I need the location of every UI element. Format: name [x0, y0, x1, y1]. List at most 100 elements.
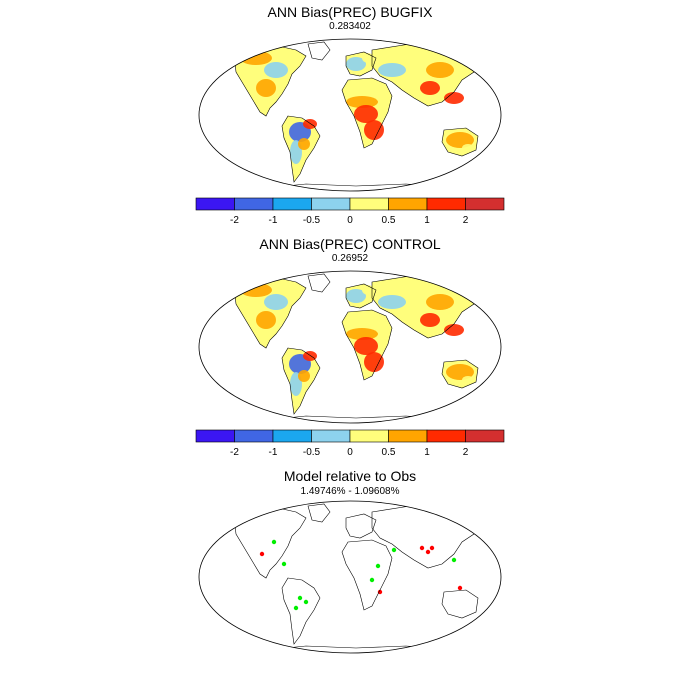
bias-region — [364, 120, 384, 140]
significance-dot — [419, 545, 425, 551]
bias-region — [282, 284, 298, 296]
significance-dot — [247, 509, 253, 515]
colorbar-segment — [195, 197, 235, 211]
colorbar-tick-label: 0.5 — [382, 215, 396, 226]
colorbar-segment — [388, 429, 428, 443]
bias-region — [462, 376, 474, 384]
colorbar-tick-label: -0.5 — [303, 215, 321, 226]
map-border — [198, 500, 502, 654]
bias-region — [303, 119, 317, 129]
coastline-europe — [345, 51, 377, 77]
bias-region — [446, 132, 474, 148]
significance-dot — [281, 561, 287, 567]
coastline-europe — [345, 283, 377, 309]
coastline-greenland — [307, 503, 331, 523]
colorbar-tick-label: 2 — [463, 447, 469, 458]
bias-region — [354, 337, 378, 355]
colorbar-segment — [426, 197, 466, 211]
coastline-south-america — [281, 577, 321, 645]
coastline-europe — [345, 513, 377, 539]
coastline-south-america — [281, 115, 321, 183]
colorbar-segment — [388, 197, 428, 211]
panel-subtitle: 1.49746% - 1.09608% — [300, 486, 400, 497]
bias-region — [426, 62, 454, 78]
coastline-australia — [441, 127, 479, 157]
coastline-africa — [341, 77, 393, 149]
bias-region — [382, 50, 450, 66]
coastline-australia — [441, 589, 479, 619]
colorbar-segment — [311, 429, 351, 443]
significance-dot — [303, 599, 309, 605]
bias-region — [364, 352, 384, 372]
colorbar-segment — [272, 197, 312, 211]
colorbar-tick-label: 1 — [424, 215, 430, 226]
panel-subtitle: 0.283402 — [329, 21, 371, 32]
colorbar-segment — [311, 197, 351, 211]
bias-region — [346, 57, 366, 71]
significance-dot — [375, 563, 381, 569]
bias-region — [446, 364, 474, 380]
bias-region — [298, 370, 310, 382]
significance-dot — [425, 549, 431, 555]
map-border — [198, 38, 502, 192]
bias-region — [420, 81, 440, 95]
coastline-australia — [441, 359, 479, 389]
bias-region — [378, 295, 406, 309]
colorbar-tick-label: -0.5 — [303, 447, 321, 458]
significance-dot — [293, 605, 299, 611]
panel-title: Model relative to Obs — [283, 468, 417, 484]
colorbar-segment — [195, 429, 235, 443]
colorbar-tick-label: -2 — [230, 447, 239, 458]
bias-region — [264, 62, 288, 78]
world-map-bugfix — [198, 38, 502, 192]
colorbar-tick-label: -2 — [230, 215, 239, 226]
colorbar-segment — [272, 429, 312, 443]
significance-dot — [391, 547, 397, 553]
bias-region — [264, 294, 288, 310]
bias-region — [256, 79, 276, 97]
colorbar-segment — [349, 197, 389, 211]
significance-dot — [369, 577, 375, 583]
bias-region — [346, 96, 378, 108]
bias-region — [240, 283, 272, 297]
significance-dot — [259, 551, 265, 557]
coastline-north-america — [233, 277, 307, 349]
bias-region — [420, 313, 440, 327]
bias-region — [346, 328, 378, 340]
colorbar-segment — [426, 429, 466, 443]
bias-region — [444, 324, 464, 336]
significance-dot — [241, 511, 247, 517]
colorbar-segment — [465, 429, 505, 443]
colorbar: -2 -1 -0.5 0 0.5 1 2 — [195, 429, 505, 458]
coastline-greenland — [307, 273, 331, 293]
map-background — [199, 501, 501, 653]
colorbar-tick-label: 0 — [347, 447, 353, 458]
significance-dot — [377, 589, 383, 595]
coastline-north-america — [233, 45, 307, 117]
significance-dot — [429, 545, 435, 551]
panel-title: ANN Bias(PREC) CONTROL — [259, 236, 441, 252]
panel-subtitle: 0.26952 — [331, 253, 369, 264]
bias-region — [298, 138, 310, 150]
colorbar-tick-label: 2 — [463, 215, 469, 226]
map-border — [198, 270, 502, 424]
bias-region — [354, 105, 378, 123]
colorbar-segment — [234, 197, 274, 211]
coastline-africa — [341, 309, 393, 381]
bias-region — [398, 78, 414, 90]
panel-title: ANN Bias(PREC) BUGFIX — [267, 4, 433, 20]
coastline-africa — [341, 539, 393, 611]
world-map-relative — [198, 500, 502, 654]
colorbar: -2 -1 -0.5 0 0.5 1 2 — [195, 197, 505, 226]
bias-region — [444, 92, 464, 104]
bias-region — [398, 310, 414, 322]
coastline-north-america — [233, 507, 307, 579]
bias-region — [462, 144, 474, 152]
colorbar-tick-label: 0.5 — [382, 447, 396, 458]
bias-region — [282, 52, 298, 64]
coastline-greenland — [307, 41, 331, 61]
map-content — [233, 41, 483, 191]
bias-region — [346, 315, 382, 329]
significance-dot — [451, 557, 457, 563]
bias-region — [378, 63, 406, 77]
